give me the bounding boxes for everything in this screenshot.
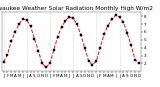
Title: Milwaukee Weather Solar Radiation Monthly High W/m2: Milwaukee Weather Solar Radiation Monthl… — [0, 6, 153, 11]
